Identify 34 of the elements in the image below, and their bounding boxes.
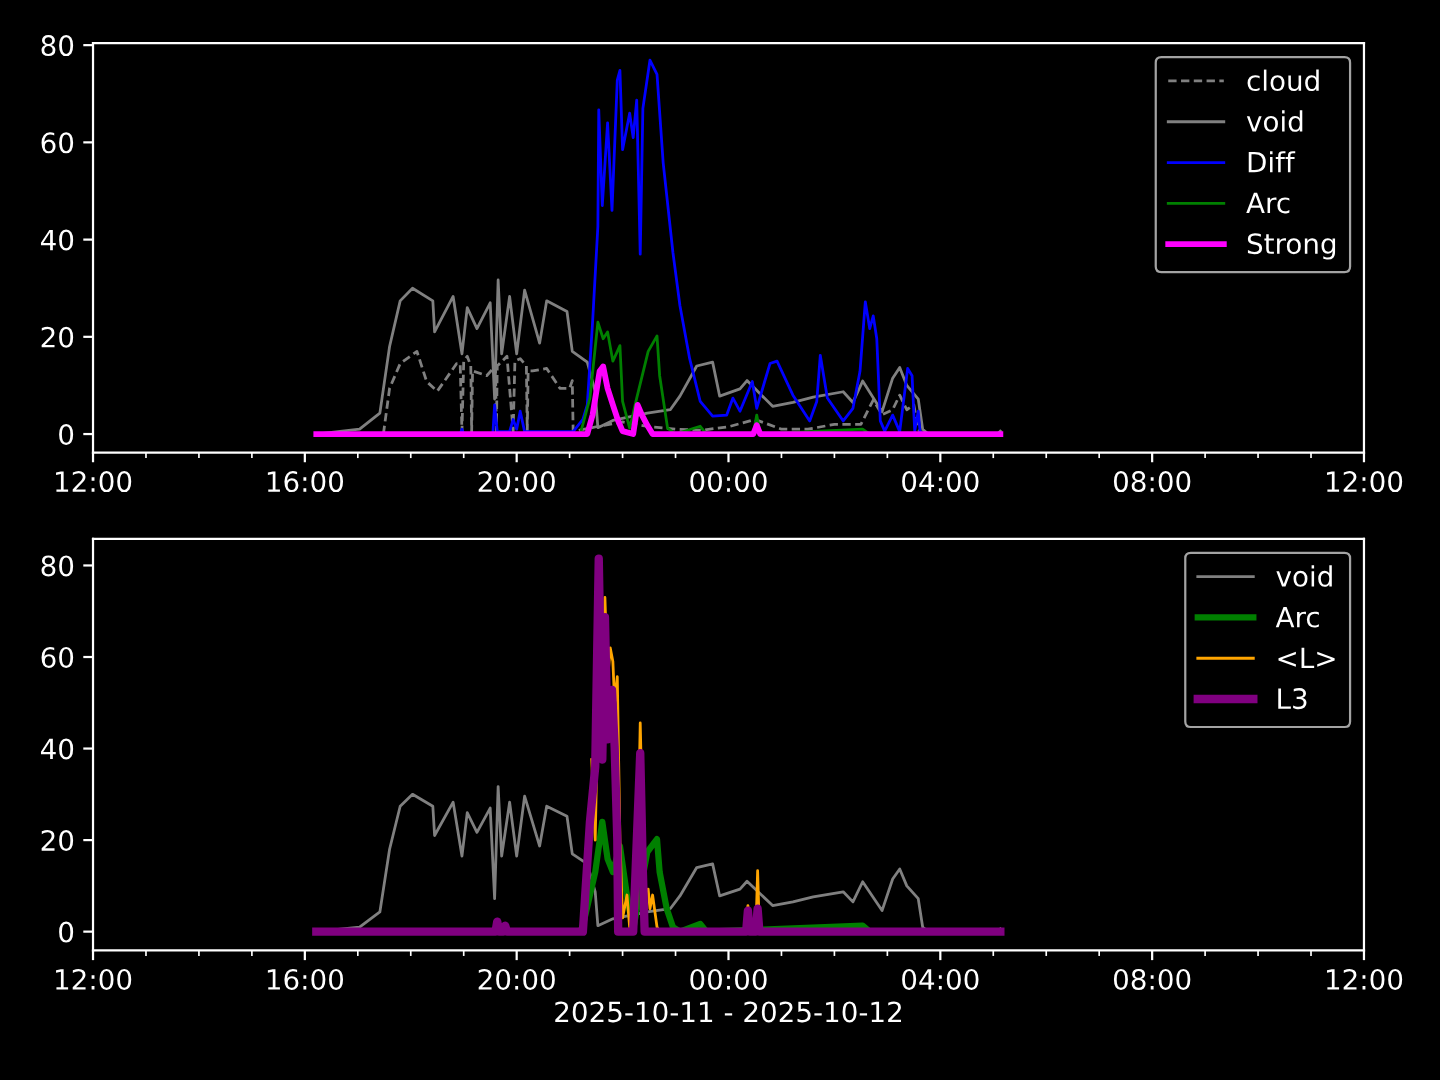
x-tick-label: 12:00 <box>1326 968 1403 990</box>
x-tick-label: 12:00 <box>56 968 132 990</box>
y-tick-label: 80 <box>41 35 74 57</box>
y-tick-label: 20 <box>41 830 74 852</box>
legend-label: void <box>1246 110 1303 132</box>
x-tick-label: 16:00 <box>267 968 344 990</box>
legend-label: Arc <box>1246 192 1290 214</box>
legend-label: L3 <box>1278 688 1307 710</box>
x-tick-label: 12:00 <box>56 471 132 493</box>
legend-label: cloud <box>1247 69 1319 92</box>
legend-label: Arc <box>1275 606 1319 628</box>
legend-label: Strong <box>1247 233 1336 260</box>
x-tick-label: 04:00 <box>902 471 979 493</box>
y-tick-label: 40 <box>40 738 74 760</box>
x-tick-label: 20:00 <box>478 968 555 990</box>
y-tick-label: 80 <box>41 555 74 577</box>
x-tick-label: 00:00 <box>690 471 767 493</box>
x-tick-label: 12:00 <box>1326 471 1403 493</box>
legend-label: void <box>1276 565 1332 587</box>
x-tick-label: 08:00 <box>1113 471 1191 493</box>
x-tick-label: 00:00 <box>690 968 767 990</box>
x-tick-label: 20:00 <box>478 471 555 493</box>
legend-label: Diff <box>1248 151 1296 173</box>
y-tick-label: 0 <box>59 921 74 943</box>
x-tick-label: 16:00 <box>267 471 344 493</box>
y-tick-label: 40 <box>40 229 74 251</box>
legend-label: <L> <box>1278 647 1335 668</box>
x-tick-label: 04:00 <box>902 968 979 990</box>
y-tick-label: 0 <box>59 423 74 445</box>
x-tick-label: 08:00 <box>1113 968 1191 990</box>
y-tick-label: 20 <box>41 326 74 348</box>
x-axis-title: 2025-10-11 - 2025-10-12 <box>555 1001 901 1023</box>
y-tick-label: 60 <box>41 132 74 154</box>
y-tick-label: 60 <box>41 646 74 668</box>
